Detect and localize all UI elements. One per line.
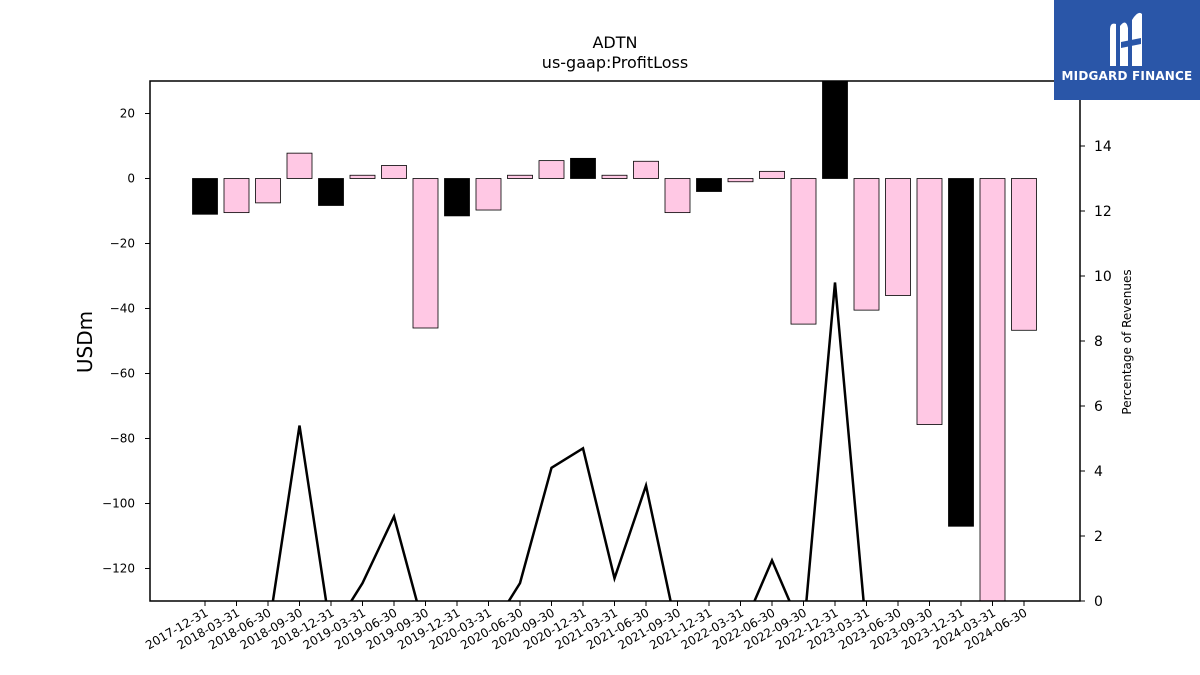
bar-2020-06-30	[507, 174, 533, 179]
logo-text: MIDGARD FINANCE	[1061, 69, 1193, 83]
bar-2018-09-30	[286, 152, 313, 179]
bar-2023-12-31	[948, 178, 974, 527]
bar-2018-06-30	[255, 178, 281, 204]
chart-title: ADTN	[592, 33, 637, 52]
right-ticks: 0 2 4 6 8 10 12 14	[1080, 139, 1112, 610]
line-layer	[271, 282, 865, 601]
bar-2018-03-31	[223, 178, 250, 214]
bar-2021-12-31	[696, 178, 722, 192]
bar-2024-03-31	[979, 178, 1006, 602]
y-tick-label: −100	[102, 497, 135, 511]
bar-2021-09-30	[664, 178, 691, 214]
y-tick-label: −120	[102, 562, 135, 576]
y2-axis-label: Percentage of Revenues	[1120, 269, 1134, 414]
y-tick-label: −40	[110, 302, 135, 316]
bar-2023-03-31	[853, 178, 880, 311]
bar-2019-06-30	[381, 165, 407, 179]
midgard-logo-icon	[1110, 12, 1142, 67]
y2-tick-label: 2	[1094, 529, 1103, 545]
bar-2022-03-31	[727, 178, 754, 183]
bar-2023-06-30	[885, 178, 911, 296]
chart-subtitle: us-gaap:ProfitLoss	[542, 53, 688, 72]
bar-2017-12-31	[192, 178, 218, 215]
bar-2019-09-30	[412, 178, 439, 329]
y2-tick-label: 14	[1094, 139, 1112, 155]
bar-2022-12-31	[822, 80, 848, 179]
left-ticks: 20 0 −20 −40 −60 −80 −100 −120	[102, 107, 150, 576]
y2-tick-label: 12	[1094, 204, 1112, 220]
bar-2022-06-30	[759, 170, 785, 179]
y2-tick-label: 6	[1094, 399, 1103, 415]
y2-tick-label: 8	[1094, 334, 1103, 350]
bar-2019-12-31	[444, 178, 470, 217]
y2-tick-label: 10	[1094, 269, 1112, 285]
bar-2019-03-31	[349, 174, 376, 179]
y-tick-label: −60	[110, 367, 135, 381]
y2-tick-label: 0	[1094, 594, 1103, 610]
y-axis-label: USDm	[73, 311, 97, 373]
bar-2023-09-30	[916, 178, 943, 425]
bar-2021-03-31	[601, 174, 628, 179]
bar-2020-12-31	[570, 157, 596, 179]
bar-2024-06-30	[1011, 178, 1037, 331]
brand-logo: MIDGARD FINANCE	[1054, 0, 1200, 100]
bar-2020-09-30	[538, 160, 565, 179]
y2-tick-label: 4	[1094, 464, 1103, 480]
y-tick-label: 0	[127, 172, 135, 186]
revenue-percentage-line	[271, 282, 865, 601]
bar-2020-03-31	[475, 178, 502, 211]
y-tick-label: −80	[110, 432, 135, 446]
bar-2022-09-30	[790, 178, 817, 325]
x-ticks: 2017-12-312018-03-312018-06-302018-09-30…	[143, 601, 1030, 652]
bar-2018-12-31	[318, 178, 344, 206]
y-tick-label: −20	[110, 237, 135, 251]
y-tick-label: 20	[120, 107, 135, 121]
bars-layer	[192, 80, 1037, 602]
bar-2021-06-30	[633, 160, 659, 179]
